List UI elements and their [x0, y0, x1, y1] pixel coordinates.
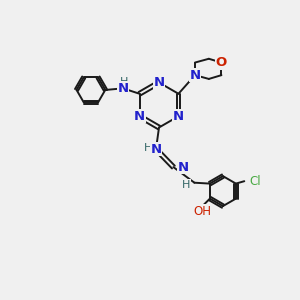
Text: N: N [118, 82, 129, 95]
Text: OH: OH [194, 205, 211, 218]
Text: H: H [120, 77, 129, 87]
Text: N: N [150, 142, 162, 156]
Text: Cl: Cl [250, 175, 261, 188]
Text: O: O [216, 56, 227, 69]
Text: H: H [182, 179, 190, 190]
Text: N: N [178, 160, 189, 174]
Text: N: N [173, 110, 184, 123]
Text: N: N [134, 110, 145, 123]
Text: H: H [144, 142, 153, 153]
Text: N: N [189, 69, 200, 82]
Text: N: N [153, 76, 165, 89]
